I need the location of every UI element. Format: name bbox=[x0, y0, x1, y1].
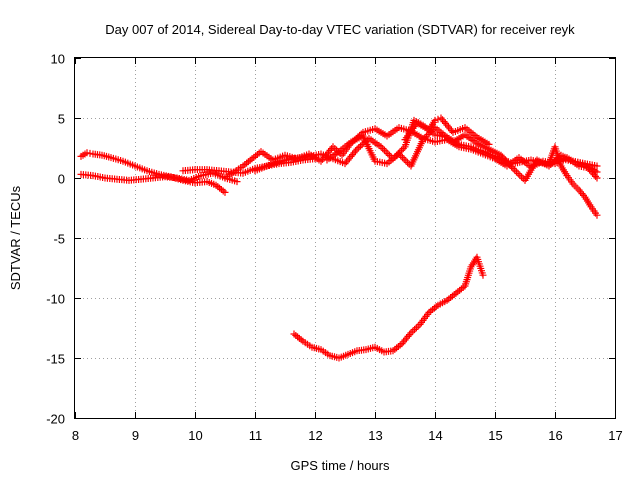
x-tick-label: 13 bbox=[368, 428, 382, 443]
data-layer bbox=[77, 114, 601, 362]
y-axis-label: SDTVAR / TECUs bbox=[8, 185, 23, 290]
data-point bbox=[404, 159, 412, 167]
x-axis-label: GPS time / hours bbox=[291, 458, 390, 473]
data-point bbox=[421, 134, 429, 142]
data-point bbox=[377, 143, 385, 151]
x-tick-label: 8 bbox=[72, 428, 79, 443]
series-track-lower-left bbox=[77, 169, 241, 186]
y-tick-label: 10 bbox=[51, 52, 65, 67]
y-tick-label: -20 bbox=[46, 412, 65, 427]
data-point bbox=[503, 158, 511, 166]
data-point bbox=[583, 162, 590, 170]
x-tick-label: 14 bbox=[428, 428, 442, 443]
series-track-negative bbox=[290, 253, 487, 362]
data-point bbox=[380, 146, 388, 154]
ticks: 8 9 10 11 12 13 14 15 16 17 -20 -15 -10 -5 0 5 10 bbox=[46, 52, 623, 444]
y-tick-label: -5 bbox=[53, 232, 65, 247]
data-point bbox=[516, 171, 524, 179]
x-tick-label: 11 bbox=[249, 428, 263, 443]
data-point bbox=[424, 130, 432, 138]
data-point bbox=[505, 159, 512, 167]
data-point bbox=[395, 150, 403, 158]
data-point bbox=[384, 150, 392, 158]
series-track-peak bbox=[401, 114, 493, 148]
data-point bbox=[414, 322, 422, 330]
data-point bbox=[499, 153, 506, 161]
series-track-tail bbox=[545, 143, 601, 219]
data-point bbox=[431, 116, 439, 124]
y-tick-label: 5 bbox=[58, 112, 65, 127]
data-point bbox=[379, 145, 387, 153]
data-point bbox=[386, 151, 394, 159]
data-point bbox=[511, 166, 519, 174]
data-point bbox=[398, 146, 406, 154]
data-point bbox=[221, 188, 229, 196]
data-point bbox=[411, 325, 419, 333]
data-point bbox=[502, 156, 509, 164]
x-tick-label: 9 bbox=[132, 428, 139, 443]
x-tick-label: 16 bbox=[548, 428, 562, 443]
data-point bbox=[586, 166, 593, 174]
data-point bbox=[584, 164, 592, 172]
data-point bbox=[409, 327, 417, 335]
data-point bbox=[382, 148, 390, 156]
data-point bbox=[518, 173, 526, 181]
x-tick-label: 12 bbox=[308, 428, 322, 443]
series-track-rise-b bbox=[251, 116, 601, 175]
data-point bbox=[509, 164, 517, 172]
y-tick-label: -10 bbox=[46, 292, 65, 307]
chart-title: Day 007 of 2014, Sidereal Day-to-day VTE… bbox=[105, 22, 575, 37]
data-point bbox=[593, 174, 601, 182]
data-point bbox=[590, 171, 598, 179]
data-point bbox=[506, 161, 514, 169]
data-point bbox=[589, 169, 596, 177]
data-point bbox=[355, 144, 363, 152]
data-point bbox=[434, 115, 442, 123]
data-point bbox=[479, 271, 487, 279]
data-point bbox=[581, 161, 589, 169]
data-point bbox=[397, 152, 405, 160]
data-point bbox=[514, 170, 522, 178]
data-point bbox=[356, 142, 364, 150]
data-point bbox=[497, 151, 505, 159]
data-point bbox=[422, 132, 430, 140]
data-point bbox=[398, 153, 406, 161]
y-tick-label: -15 bbox=[46, 352, 65, 367]
x-tick-label: 10 bbox=[188, 428, 202, 443]
data-point bbox=[500, 155, 508, 162]
data-point bbox=[402, 157, 410, 165]
x-tick-label: 17 bbox=[608, 428, 622, 443]
data-point bbox=[592, 172, 599, 180]
data-point bbox=[485, 140, 493, 148]
y-tick-label: 0 bbox=[58, 172, 65, 187]
data-point bbox=[593, 162, 601, 170]
data-point bbox=[399, 145, 407, 153]
data-point bbox=[400, 155, 408, 163]
data-point bbox=[353, 145, 361, 153]
data-point bbox=[419, 136, 427, 144]
data-point bbox=[508, 163, 515, 171]
data-point bbox=[512, 168, 520, 176]
data-point bbox=[412, 324, 420, 332]
plot-frame bbox=[74, 57, 616, 419]
data-point bbox=[233, 178, 241, 186]
grid bbox=[75, 58, 615, 418]
x-tick-label: 15 bbox=[488, 428, 502, 443]
data-point bbox=[593, 211, 601, 219]
data-point bbox=[587, 167, 595, 175]
